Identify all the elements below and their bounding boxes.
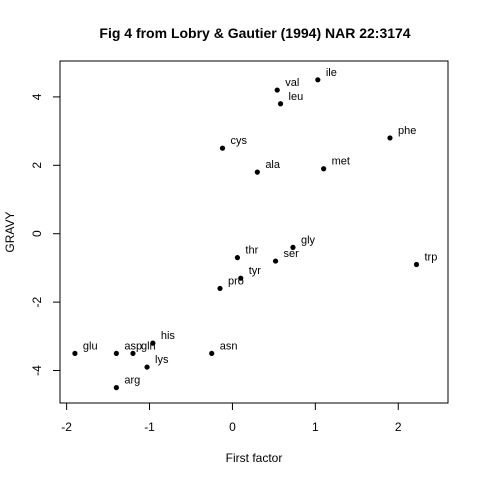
point-label-met: met bbox=[332, 156, 350, 168]
data-point-tyr bbox=[238, 275, 244, 281]
data-point-his bbox=[150, 340, 156, 346]
x-tick-label: 0 bbox=[229, 420, 236, 434]
data-point-arg bbox=[113, 385, 119, 391]
data-point-pro bbox=[217, 285, 223, 292]
x-tick-label: -1 bbox=[144, 420, 155, 434]
y-axis-label: GRAVY bbox=[3, 211, 17, 252]
point-label-pro: pro bbox=[228, 275, 244, 287]
data-point-leu bbox=[277, 101, 284, 107]
data-point-thr bbox=[234, 255, 241, 261]
data-point-asn bbox=[209, 350, 215, 357]
point-label-gln: gln bbox=[141, 340, 156, 352]
point-label-cys: cys bbox=[230, 135, 247, 147]
x-axis-label: First factor bbox=[226, 451, 283, 465]
point-label-val: val bbox=[285, 77, 299, 89]
point-label-phe: phe bbox=[398, 125, 416, 137]
point-label-glu: glu bbox=[83, 340, 98, 352]
point-label-leu: leu bbox=[289, 91, 304, 103]
data-point-met bbox=[321, 166, 327, 172]
y-tick-label: -2 bbox=[30, 296, 44, 307]
point-label-trp: trp bbox=[424, 251, 437, 263]
point-label-tyr: tyr bbox=[249, 265, 262, 277]
data-point-ser bbox=[272, 258, 279, 264]
point-label-asp: asp bbox=[124, 340, 142, 352]
y-tick-label: 2 bbox=[30, 162, 44, 169]
point-label-lys: lys bbox=[155, 354, 169, 366]
point-label-arg: arg bbox=[124, 375, 140, 387]
data-point-ala bbox=[254, 169, 260, 175]
data-point-val bbox=[274, 87, 280, 93]
y-tick-label: 0 bbox=[30, 230, 44, 237]
point-label-thr: thr bbox=[245, 245, 258, 257]
x-tick-label: 2 bbox=[395, 420, 402, 434]
data-point-glu bbox=[72, 350, 78, 357]
x-axis: -2 -1 0 1 2 bbox=[61, 402, 402, 434]
x-tick-label: -2 bbox=[61, 420, 72, 434]
data-point-trp bbox=[413, 261, 420, 268]
data-point-asp bbox=[113, 350, 119, 357]
chart-title: Fig 4 from Lobry & Gautier (1994) NAR 22… bbox=[99, 25, 410, 41]
data-point-gln bbox=[130, 350, 136, 357]
y-axis: -4 -2 0 2 4 bbox=[30, 93, 61, 376]
point-label-ile: ile bbox=[326, 67, 337, 79]
data-point-ile bbox=[315, 77, 321, 83]
point-label-asn: asn bbox=[220, 340, 238, 352]
point-label-gly: gly bbox=[301, 234, 316, 246]
data-point-gly bbox=[290, 244, 296, 250]
data-point-cys bbox=[219, 145, 226, 151]
y-tick-label: 4 bbox=[30, 93, 44, 100]
point-label-his: his bbox=[161, 330, 176, 342]
x-tick-label: 1 bbox=[312, 420, 319, 434]
point-label-ala: ala bbox=[265, 159, 281, 171]
point-label-ser: ser bbox=[284, 248, 300, 260]
data-point-lys bbox=[144, 364, 150, 370]
y-tick-label: -4 bbox=[30, 365, 44, 376]
data-point-phe bbox=[387, 135, 393, 141]
